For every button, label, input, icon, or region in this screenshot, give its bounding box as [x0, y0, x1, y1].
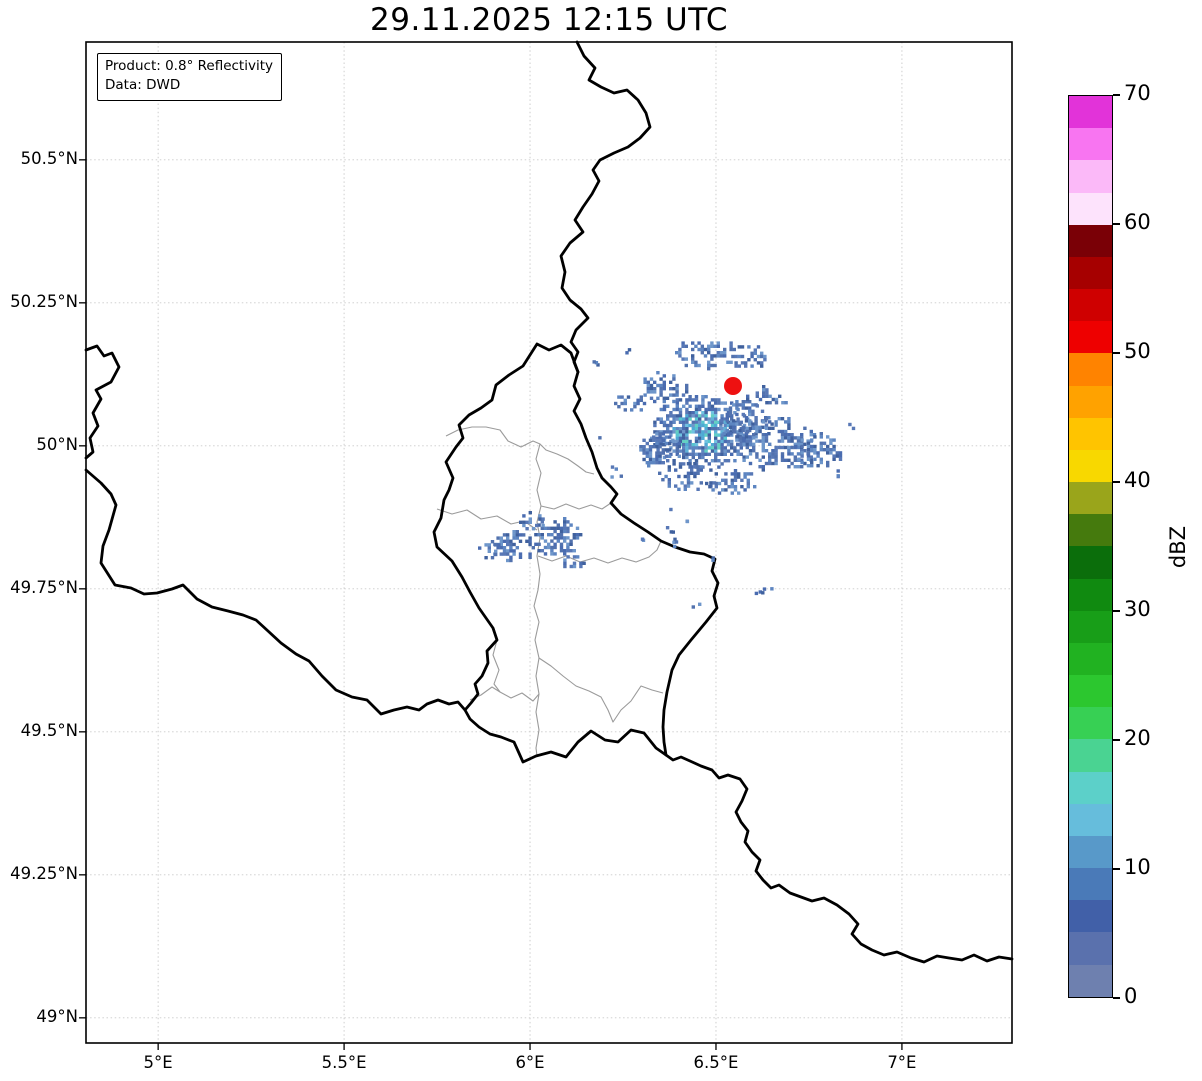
colorbar-tick-label: 30	[1124, 597, 1151, 621]
regional-border-path	[445, 426, 595, 475]
x-tick-label: 7°E	[887, 1053, 917, 1072]
colorbar-segment	[1069, 900, 1112, 933]
colorbar-tick-mark	[1113, 610, 1120, 612]
colorbar-tick-label: 60	[1124, 210, 1151, 234]
colorbar-tick-label: 20	[1124, 726, 1151, 750]
colorbar-segment	[1069, 739, 1112, 772]
regional-border-path	[436, 508, 538, 531]
colorbar-segment	[1069, 256, 1112, 290]
colorbar-segment	[1069, 192, 1112, 225]
regional-border-path	[540, 502, 612, 510]
colorbar-segment	[1069, 610, 1112, 643]
colorbar-segment	[1069, 289, 1112, 322]
x-tick-label: 5.5°E	[321, 1053, 367, 1072]
regional-border-path	[535, 443, 542, 591]
colorbar-segment	[1069, 482, 1112, 515]
regional-border-path	[492, 639, 501, 693]
colorbar-segment	[1069, 771, 1112, 804]
colorbar-tick-label: 70	[1124, 81, 1151, 105]
product-info-line: Product: 0.8° Reflectivity	[105, 58, 273, 74]
national-border-path	[84, 468, 467, 716]
colorbar-tick-mark	[1113, 352, 1120, 354]
x-tick-label: 6°E	[515, 1053, 545, 1072]
radar-site-marker	[724, 377, 742, 395]
y-tick-label: 49°N	[36, 1006, 78, 1026]
colorbar-segment	[1069, 642, 1112, 676]
colorbar-segment	[1069, 578, 1112, 611]
x-tick-label: 5°E	[143, 1053, 173, 1072]
radar-echo-layer	[478, 341, 856, 609]
data-source-line: Data: DWD	[105, 77, 181, 94]
colorbar-segment	[1069, 514, 1112, 547]
regional-border-path	[533, 589, 540, 757]
product-info-box: Product: 0.8° Reflectivity Data: DWD	[97, 53, 282, 102]
grid-lines	[86, 42, 1012, 1043]
national-border-path	[559, 40, 652, 374]
colorbar-tick-label: 0	[1124, 984, 1138, 1008]
colorbar-segment	[1069, 353, 1112, 386]
colorbar-tick-label: 50	[1124, 339, 1151, 363]
colorbar-segment	[1069, 160, 1112, 193]
colorbar-segment	[1069, 932, 1112, 965]
regional-border-path	[469, 686, 540, 702]
colorbar	[1068, 95, 1113, 998]
national-borders-layer	[84, 40, 1014, 964]
colorbar-segment	[1069, 417, 1112, 450]
y-tick-label: 50.5°N	[20, 148, 78, 168]
national-border-path	[664, 753, 1014, 964]
colorbar-segment	[1069, 964, 1112, 997]
colorbar-tick-mark	[1113, 739, 1120, 741]
y-tick-label: 50.25°N	[10, 291, 78, 311]
colorbar-axis-label: dBZ	[1166, 525, 1190, 568]
colorbar-tick-label: 40	[1124, 468, 1151, 492]
national-border-path	[84, 344, 121, 460]
colorbar-segment	[1069, 835, 1112, 869]
colorbar-segment	[1069, 546, 1112, 579]
colorbar-segment	[1069, 707, 1112, 740]
colorbar-segment	[1069, 449, 1112, 483]
colorbar-segment	[1069, 868, 1112, 901]
colorbar-segment	[1069, 803, 1112, 836]
colorbar-segment	[1069, 675, 1112, 708]
y-tick-label: 49.75°N	[10, 577, 78, 597]
regional-border-path	[537, 540, 662, 564]
colorbar-segment	[1069, 321, 1112, 354]
axis-tick-marks	[79, 159, 903, 1050]
colorbar-segment	[1069, 128, 1112, 161]
y-tick-label: 49.25°N	[10, 863, 78, 883]
plot-spine	[85, 41, 1013, 1044]
colorbar-tick-mark	[1113, 481, 1120, 483]
colorbar-segment	[1069, 385, 1112, 418]
x-tick-label: 6.5°E	[693, 1053, 739, 1072]
colorbar-segment	[1069, 96, 1112, 129]
figure-title: 29.11.2025 12:15 UTC	[370, 2, 728, 38]
y-tick-label: 49.5°N	[20, 720, 78, 740]
y-tick-label: 50°N	[36, 434, 78, 454]
colorbar-tick-mark	[1113, 868, 1120, 870]
colorbar-segment	[1069, 224, 1112, 257]
colorbar-tick-label: 10	[1124, 855, 1151, 879]
colorbar-tick-mark	[1113, 94, 1120, 96]
colorbar-tick-mark	[1113, 223, 1120, 225]
regional-border-path	[538, 657, 664, 723]
national-border-path	[432, 342, 720, 764]
colorbar-tick-mark	[1113, 997, 1120, 999]
